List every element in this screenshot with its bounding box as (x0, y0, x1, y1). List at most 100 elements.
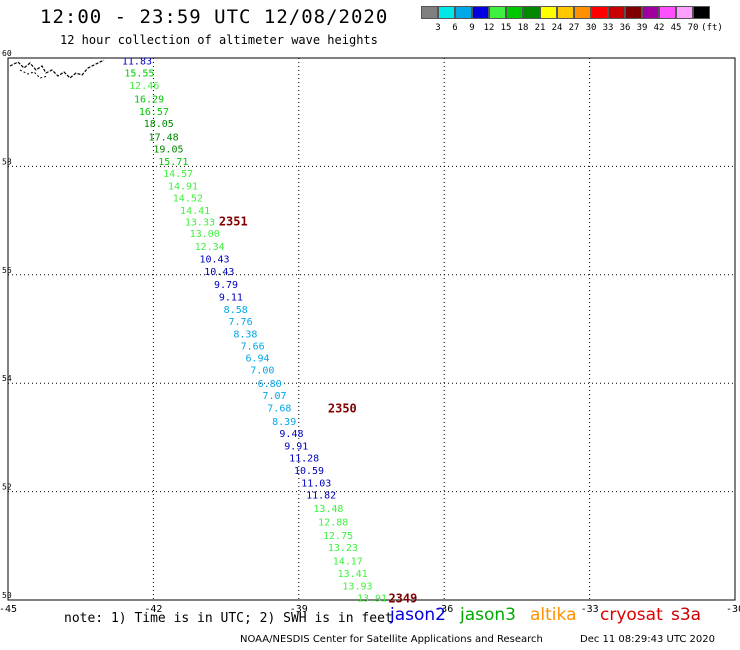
wave-height-reading: 8.58 (224, 305, 248, 316)
wave-height-reading: 13.33 (185, 218, 215, 229)
map-title: 12:00 - 23:59 UTC 12/08/2020 (40, 6, 389, 28)
wave-height-reading: 16.57 (139, 107, 169, 118)
footer-credit: NOAA/NESDIS Center for Satellite Applica… (240, 634, 543, 645)
wave-height-reading: 6.94 (245, 354, 269, 365)
wave-height-reading: 15.55 (124, 69, 154, 80)
colorbar-label: 33 (602, 23, 614, 33)
colorbar-swatch (608, 6, 625, 19)
wave-height-reading: 12.34 (195, 242, 225, 253)
wave-height-reading: 13.41 (338, 569, 368, 580)
wave-height-reading: 7.66 (241, 341, 265, 352)
colorbar-swatch (676, 6, 693, 19)
wave-height-reading: 11.83 (122, 57, 152, 68)
y-tick-label: 52 (2, 483, 12, 492)
wave-height-reading: 11.28 (289, 453, 319, 464)
wave-height-reading: 11.82 (306, 490, 336, 501)
colorbar-swatch (455, 6, 472, 19)
coastline (19, 69, 49, 79)
pass-number-label: 2349 (388, 591, 417, 605)
satellite-legend-jason3: jason3 (460, 605, 516, 625)
wave-height-reading: 9.11 (219, 292, 243, 303)
wave-height-reading: 13.23 (328, 543, 358, 554)
colorbar-swatch (574, 6, 591, 19)
colorbar-swatch (489, 6, 506, 19)
wave-height-reading: 16.29 (134, 95, 164, 106)
colorbar-label: 3 (435, 23, 441, 33)
colorbar-label: 42 (653, 23, 665, 33)
map-subtitle: 12 hour collection of altimeter wave hei… (60, 33, 378, 47)
colorbar-swatch (540, 6, 557, 19)
colorbar-swatch (438, 6, 455, 19)
wave-height-reading: 10.43 (204, 267, 234, 278)
wave-height-reading: 9.91 (284, 442, 308, 453)
pass-number-label: 2351 (219, 215, 248, 229)
y-tick-label: 58 (2, 157, 12, 166)
wave-height-reading: 14.52 (173, 193, 203, 204)
colorbar-unit: (ft) (701, 23, 723, 33)
colorbar-label: 45 (670, 23, 682, 33)
wave-height-reading: 12.75 (323, 531, 353, 542)
wave-height-reading: 9.79 (214, 280, 238, 291)
colorbar-label: 27 (568, 23, 580, 33)
wave-height-reading: 9.48 (279, 429, 303, 440)
x-tick-label: -42 (144, 604, 162, 615)
wave-height-reading: 10.59 (294, 466, 324, 477)
colorbar-label: 30 (585, 23, 597, 33)
satellite-legend-s3a: s3a (671, 605, 702, 625)
colorbar-label: 9 (469, 23, 475, 33)
colorbar-swatch (591, 6, 608, 19)
wave-height-reading: 17.48 (149, 133, 179, 144)
wave-height-reading: 12.88 (318, 517, 348, 528)
x-tick-label: -36 (435, 604, 453, 615)
colorbar-label: 70 (687, 23, 699, 33)
wave-height-reading: 18.05 (144, 119, 174, 130)
map-frame (7, 57, 736, 601)
y-tick-label: 60 (2, 49, 12, 58)
wave-height-reading: 13.00 (190, 229, 220, 240)
x-tick-label: -39 (290, 604, 308, 615)
wave-height-reading: 11.03 (301, 478, 331, 489)
colorbar-label: 39 (636, 23, 648, 33)
colorbar-swatch (421, 6, 438, 19)
wave-height-reading: 7.00 (250, 366, 274, 377)
colorbar-swatch (642, 6, 659, 19)
wave-height-reading: 14.91 (168, 181, 198, 192)
colorbar-label: 18 (517, 23, 529, 33)
note-text: note: 1) Time is in UTC; 2) SWH is in fe… (64, 611, 393, 626)
wave-height-reading: 6.80 (258, 379, 282, 390)
colorbar-label: 21 (534, 23, 546, 33)
satellite-legend-cryosat: cryosat (600, 605, 663, 625)
colorbar-label: 6 (452, 23, 458, 33)
x-tick-label: -30 (726, 604, 740, 615)
colorbar-swatch (557, 6, 574, 19)
wave-height-reading: 13.48 (313, 504, 343, 515)
colorbar-swatch (472, 6, 489, 19)
wave-height-reading: 12.46 (129, 81, 159, 92)
pass-number-label: 2350 (328, 402, 357, 416)
colorbar-label: 24 (551, 23, 563, 33)
wave-height-reading: 7.68 (267, 404, 291, 415)
satellite-legend-altika: altika (530, 605, 577, 625)
colorbar-swatch (659, 6, 676, 19)
y-tick-label: 54 (2, 374, 12, 383)
wave-height-reading: 10.43 (199, 255, 229, 266)
colorbar-swatch (625, 6, 642, 19)
wave-height-reading: 19.05 (153, 145, 183, 156)
coastline (9, 59, 105, 79)
y-tick-label: 56 (2, 266, 12, 275)
x-tick-label: -33 (581, 604, 599, 615)
wave-height-reading: 8.39 (272, 417, 296, 428)
wave-height-reading: 8.38 (233, 329, 257, 340)
wave-height-reading: 14.41 (180, 206, 210, 217)
wave-height-reading: 14.57 (163, 169, 193, 180)
y-tick-label: 50 (2, 591, 12, 600)
colorbar-label: 15 (500, 23, 512, 33)
colorbar-label: 36 (619, 23, 631, 33)
wave-height-reading: 7.76 (229, 317, 253, 328)
wave-height-reading: 13.91 (357, 593, 387, 604)
colorbar-swatch (523, 6, 540, 19)
colorbar-swatch (693, 6, 710, 19)
footer-timestamp: Dec 11 08:29:43 UTC 2020 (580, 634, 715, 645)
colorbar-label: 12 (483, 23, 495, 33)
